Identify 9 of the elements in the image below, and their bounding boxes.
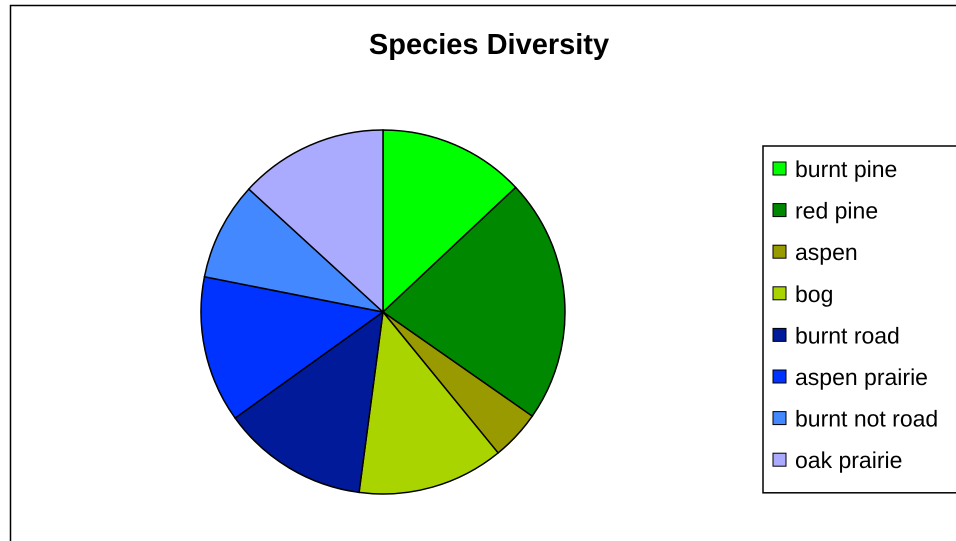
legend-label: burnt not road [795, 406, 938, 432]
legend-label: burnt road [795, 322, 900, 348]
legend-label: oak prairie [795, 447, 902, 474]
legend-label: bog [795, 280, 834, 307]
legend-label: red pine [795, 198, 878, 224]
legend-label: burnt pine [795, 156, 898, 182]
legend-label: aspen [795, 239, 858, 266]
chart-title: Species Diversity [368, 29, 610, 61]
legend-label: aspen prairie [795, 364, 928, 390]
